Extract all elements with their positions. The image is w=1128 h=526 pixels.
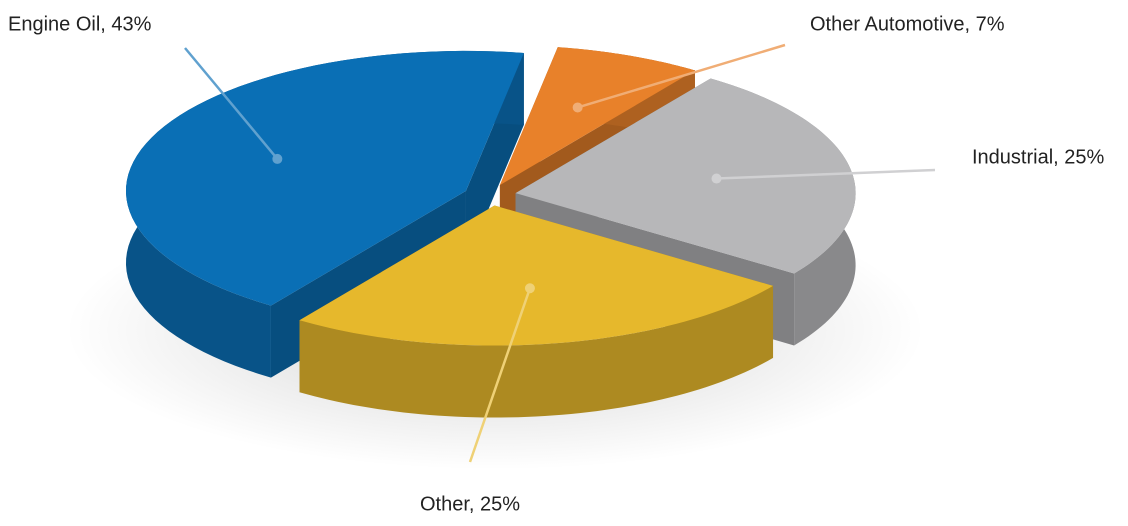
slice	[515, 78, 856, 274]
data-label: Other Automotive, 7%	[810, 13, 1005, 35]
leader-dot	[272, 153, 283, 164]
data-label: Industrial, 25%	[972, 146, 1105, 168]
leader-line	[468, 287, 532, 463]
pie	[125, 47, 856, 418]
data-label: Engine Oil, 43%	[8, 13, 152, 35]
leader-dot	[711, 173, 722, 184]
slice-side	[299, 285, 774, 418]
labels: Engine Oil, 43% Other Automotive, 7% Indus…	[8, 13, 1105, 515]
data-label: Other, 25%	[420, 493, 520, 515]
leader-dot	[572, 102, 583, 113]
leader-line	[716, 168, 936, 180]
slice	[299, 205, 774, 346]
slice	[125, 50, 524, 306]
leader-line	[184, 47, 279, 160]
slice	[499, 47, 695, 186]
leader-dot	[524, 283, 535, 294]
leader-line	[577, 43, 786, 109]
